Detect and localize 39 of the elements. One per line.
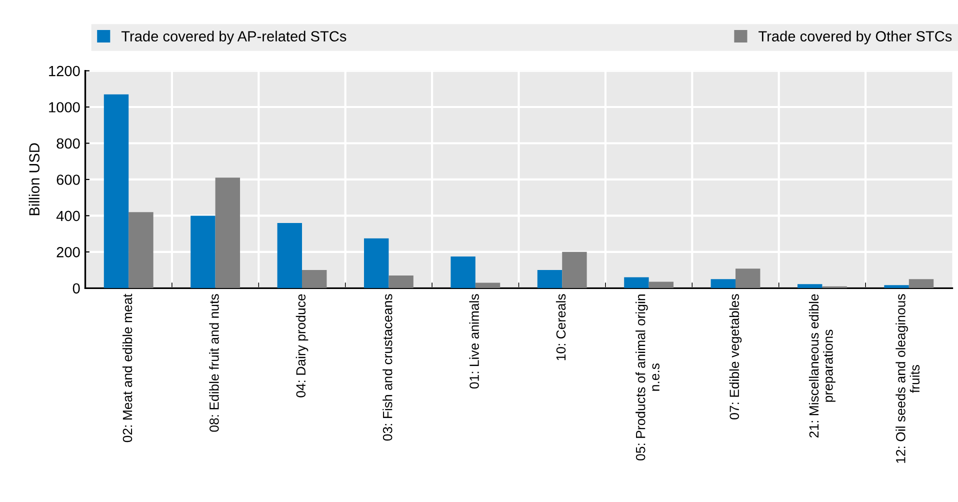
y-axis-title: Billion USD [28,143,40,216]
bar [562,252,587,288]
y-tick-label: 1200 [49,66,80,76]
legend-label: Trade covered by AP-related STCs [121,30,346,44]
y-tick-label: 800 [56,138,80,149]
x-tick-label: 04: Dairy produce [296,294,308,398]
x-tick-label: 07: Edible vegetables [729,294,742,420]
bar [364,238,389,288]
bar [190,216,216,288]
x-tick-label: 08: Edible fruit and nuts [209,294,219,432]
x-tick-label: 12: Oil seeds and oleaginous fruits [896,294,920,463]
y-tick-label: 1000 [49,102,80,112]
y-tick-label: 200 [56,247,80,258]
bar [104,94,129,288]
bar [624,277,649,288]
bar [736,268,760,288]
x-tick-label: 10: Cereals [556,294,566,360]
x-tick-label: 21: Miscellaneous edible preparations [808,294,836,438]
bar [388,275,414,288]
bar [450,256,476,288]
bar [710,279,736,288]
y-tick-label: 0 [72,283,80,294]
bar [128,212,154,288]
bar [884,285,909,288]
bar [475,282,500,288]
y-tick-label: 600 [56,174,80,185]
bar [908,279,934,288]
x-tick-label: 05: Products of animal origin n.e.s [636,294,660,460]
legend-label: Trade covered by Other STCs [758,30,952,44]
bar [537,270,562,288]
x-tick-label: 03: Fish and crustaceans [382,294,392,441]
bar [648,282,674,288]
x-tick-label: 02: Meat and edible meat [122,294,132,442]
bar [215,178,240,288]
bar [302,270,327,288]
x-tick-label: 01: Live animals [469,294,479,389]
bar [277,222,302,288]
bar [797,284,822,288]
y-tick-label: 400 [56,210,80,222]
